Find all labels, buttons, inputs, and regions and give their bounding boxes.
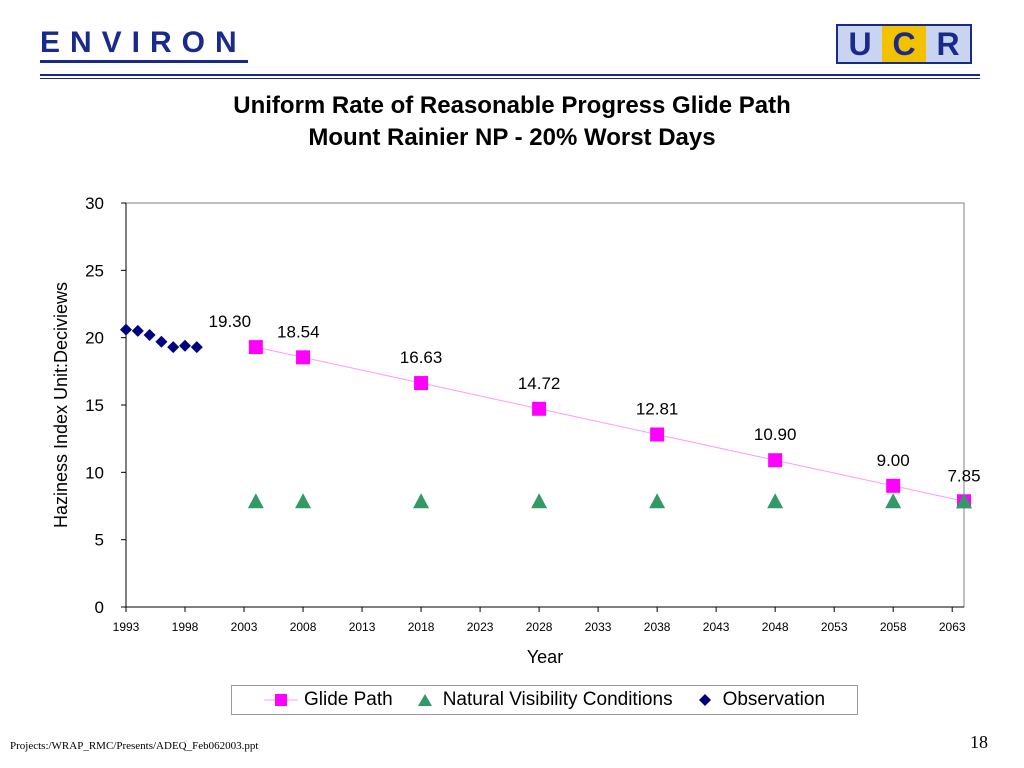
observation-point [131, 324, 144, 337]
x-tick-label: 1993 [113, 620, 140, 634]
x-tick-label: 2048 [762, 620, 789, 634]
natural-visibility-point [767, 493, 784, 509]
glide-path-chart: 0 5 10 15 20 25 30 1993 1998 2003 2008 2013 2018 2023… [51, 194, 981, 667]
environ-logo: ENVIRON [40, 26, 247, 59]
legend-label-glide-path: Glide Path [303, 689, 393, 710]
natural-visibility-point [413, 493, 430, 509]
observation-point [120, 323, 132, 336]
legend-diamond-marker-icon [698, 694, 711, 706]
natural-visibility-point [295, 493, 312, 509]
x-tick-label: 2023 [467, 620, 494, 634]
x-tick-label: 2008 [290, 620, 317, 634]
natural-visibility-point [531, 493, 548, 509]
glide-path-point [886, 478, 901, 493]
x-tick-label: 2028 [526, 620, 553, 634]
x-tick-label: 2033 [585, 620, 612, 634]
y-tick-label: 10 [85, 463, 104, 482]
glide-path-point [296, 350, 311, 365]
ucr-logo-r: R [926, 26, 970, 62]
ucr-logo-c: C [882, 26, 926, 62]
observation-point [190, 341, 203, 354]
legend-label-observation: Observation [722, 689, 826, 710]
natural-visibility-point [649, 493, 666, 509]
glide-path-point [650, 427, 665, 442]
ucr-logo: U C R [836, 24, 972, 64]
y-tick-label: 25 [85, 261, 104, 280]
x-tick-label: 2038 [644, 620, 671, 634]
y-tick-label: 0 [95, 598, 104, 617]
y-tick-label: 15 [85, 396, 104, 415]
natural-visibility-point [247, 493, 264, 509]
header-rule [40, 74, 980, 76]
glide-path-point [414, 376, 429, 391]
glide-path-data-label: 7.85 [947, 466, 980, 485]
glide-path-point [768, 453, 783, 468]
chart-subtitle: Mount Rainier NP - 20% Worst Days [308, 124, 716, 151]
observation-point [179, 339, 192, 352]
plot-area: 0 5 10 15 20 25 30 1993 1998 2003 2008 2013 2018 2023… [51, 194, 981, 667]
legend-glide-path-marker-icon [263, 694, 298, 706]
x-tick-label: 2013 [349, 620, 376, 634]
footer-page-number: 18 [970, 732, 988, 752]
x-tick-label: 2053 [821, 620, 848, 634]
footer-file-path: Projects:/WRAP_RMC/Presents/ADEQ_Feb0620… [10, 740, 259, 752]
x-tick-label: 1998 [172, 620, 199, 634]
glide-path-data-label: 14.72 [518, 374, 561, 393]
glide-path-data-label: 19.30 [209, 312, 252, 331]
glide-path-line [255, 346, 965, 502]
legend-item-natural-visibility: Natural Visibility Conditions [413, 689, 673, 711]
glide-path-data-label: 18.54 [277, 322, 320, 341]
y-tick-label: 20 [85, 329, 104, 348]
chart-title-block: Uniform Rate of Reasonable Progress Glid… [0, 90, 1024, 154]
x-tick-label: 2018 [408, 620, 435, 634]
y-tick-label: 30 [85, 194, 104, 213]
natural-visibility-point [885, 493, 902, 509]
glide-path-data-label: 9.00 [877, 451, 910, 470]
ucr-logo-u: U [838, 26, 882, 62]
glide-path-data-label: 10.90 [754, 425, 797, 444]
y-axis-label: Haziness Index Unit:Deciviews [51, 282, 71, 528]
legend-item-observation: Observation [693, 689, 825, 711]
glide-path-data-label: 16.63 [400, 348, 443, 367]
glide-path-point [532, 401, 547, 416]
chart-title: Uniform Rate of Reasonable Progress Glid… [233, 92, 791, 119]
x-tick-label: 2003 [231, 620, 258, 634]
observation-point [143, 328, 156, 341]
x-tick-label: 2063 [939, 620, 966, 634]
y-tick-label: 5 [95, 531, 104, 550]
legend-item-glide-path: Glide Path [263, 689, 393, 711]
x-tick-label: 2043 [703, 620, 730, 634]
glide-path-data-label: 12.81 [636, 399, 679, 418]
environ-logo-underline [40, 60, 248, 63]
x-tick-label: 2058 [880, 620, 907, 634]
legend-label-natural-visibility: Natural Visibility Conditions [442, 689, 673, 710]
observation-point [155, 335, 168, 348]
header-rule-thin [40, 78, 980, 79]
glide-path-point [248, 340, 263, 355]
natural-visibility-point [956, 493, 972, 509]
observation-point [167, 341, 180, 354]
chart-legend: Glide Path Natural Visibility Conditions… [231, 685, 858, 715]
legend-triangle-marker-icon [417, 694, 432, 706]
x-axis-label: Year [527, 647, 563, 667]
